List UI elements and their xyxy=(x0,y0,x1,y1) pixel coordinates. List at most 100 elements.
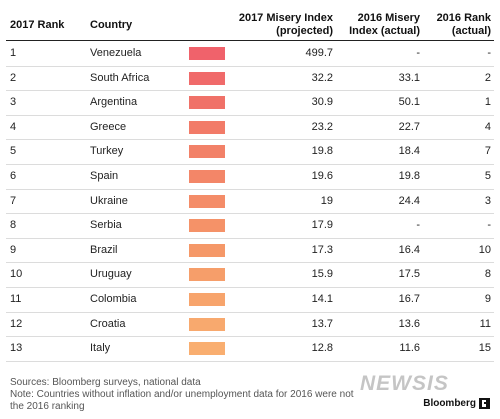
header-rank-2016-line1: 2016 Rank xyxy=(436,12,491,24)
rank-2016-cell: 2 xyxy=(484,71,491,84)
misery-bar xyxy=(189,120,225,134)
rank-2016-cell: 3 xyxy=(484,194,491,207)
table-row: 1 Venezuela 499.7 - - xyxy=(6,41,494,67)
footer-note-line1: Note: Countries without inflation and/or… xyxy=(10,389,354,400)
table-row: 2 South Africa 32.2 33.1 2 xyxy=(6,66,494,92)
header-country: Country xyxy=(90,19,133,31)
misery-2016-cell: - xyxy=(416,47,420,59)
table-row: 5 Turkey 19.8 18.4 7 xyxy=(6,139,494,165)
table-row: 4 Greece 23.2 22.7 4 xyxy=(6,115,494,141)
misery-bar xyxy=(189,47,225,60)
misery-bar xyxy=(189,219,225,233)
header-misery-2017-line1: 2017 Misery Index xyxy=(238,12,333,24)
bloomberg-logo-icon xyxy=(479,398,490,409)
rank-2016-cell: 11 xyxy=(479,317,491,330)
misery-2016-cell: 50.1 xyxy=(398,96,420,109)
rank-2017-cell: 11 xyxy=(10,293,22,305)
misery-2016-cell: 19.8 xyxy=(398,170,420,182)
rank-2017-cell: 2 xyxy=(10,71,17,84)
table-row: 9 Brazil 17.3 16.4 10 xyxy=(6,238,494,264)
misery-2016-cell: 16.7 xyxy=(398,293,420,305)
misery-2016-cell: 18.4 xyxy=(398,145,420,158)
table-row: 12 Croatia 13.7 13.6 11 xyxy=(6,312,494,338)
brand-label: Bloomberg xyxy=(423,398,476,409)
misery-2017-cell: 17.3 xyxy=(311,243,333,256)
misery-bar xyxy=(189,145,225,159)
rank-2016-cell: 7 xyxy=(484,145,491,158)
misery-bar xyxy=(189,268,225,282)
misery-bar xyxy=(189,293,225,306)
rank-2016-cell: 15 xyxy=(478,342,491,355)
rank-2016-cell: 9 xyxy=(484,293,491,305)
country-cell: Venezuela xyxy=(90,47,142,59)
misery-2016-cell: 16.4 xyxy=(398,243,420,256)
header-misery-2016: 2016 Misery Index (actual) xyxy=(349,12,420,38)
rank-2016-cell: - xyxy=(487,219,491,232)
table-row: 8 Serbia 17.9 - - xyxy=(6,213,494,239)
misery-2017-cell: 32.2 xyxy=(311,71,333,84)
misery-bar xyxy=(189,194,225,208)
misery-2017-cell: 499.7 xyxy=(305,47,333,59)
rank-2017-cell: 4 xyxy=(10,120,17,133)
country-cell: Greece xyxy=(90,120,127,133)
rank-2016-cell: 4 xyxy=(484,120,491,133)
header-rule xyxy=(6,40,494,41)
rank-2017-cell: 13 xyxy=(10,342,23,355)
country-cell: Croatia xyxy=(90,317,126,330)
misery-2017-cell: 19.8 xyxy=(311,145,333,158)
misery-2016-cell: 33.1 xyxy=(398,71,420,84)
misery-bar xyxy=(189,342,225,356)
misery-2017-cell: 19 xyxy=(320,194,333,207)
rank-2016-cell: 8 xyxy=(484,268,491,281)
rank-2017-cell: 9 xyxy=(10,243,17,256)
misery-2016-cell: - xyxy=(416,219,420,232)
misery-bar xyxy=(189,71,225,85)
table-row: 6 Spain 19.6 19.8 5 xyxy=(6,164,494,190)
country-cell: Ukraine xyxy=(90,194,128,207)
header-misery-2016-line2: Index (actual) xyxy=(349,25,420,37)
country-cell: Italy xyxy=(90,342,111,355)
misery-bar xyxy=(189,170,225,183)
rank-2017-cell: 3 xyxy=(10,96,17,109)
table-row: 10 Uruguay 15.9 17.5 8 xyxy=(6,262,494,288)
country-cell: Colombia xyxy=(90,293,137,305)
misery-2016-cell: 13.6 xyxy=(398,317,420,330)
misery-2016-cell: 22.7 xyxy=(398,120,420,133)
misery-2017-cell: 12.8 xyxy=(311,342,333,355)
table-row: 11 Colombia 14.1 16.7 9 xyxy=(6,287,494,313)
country-cell: Serbia xyxy=(90,219,122,232)
misery-2017-cell: 14.1 xyxy=(311,293,333,305)
misery-2017-cell: 23.2 xyxy=(311,120,333,133)
header-misery-2017-line2: (projected) xyxy=(276,25,333,37)
country-cell: South Africa xyxy=(90,71,150,84)
rank-2016-cell: 1 xyxy=(484,96,491,109)
misery-bar xyxy=(189,317,225,331)
misery-2017-cell: 17.9 xyxy=(311,219,333,232)
rank-2017-cell: 5 xyxy=(10,145,17,158)
table-row: 3 Argentina 30.9 50.1 1 xyxy=(6,90,494,116)
rank-2017-cell: 6 xyxy=(10,170,17,182)
table-row: 7 Ukraine 19 24.4 3 xyxy=(6,189,494,215)
misery-2016-cell: 24.4 xyxy=(398,194,420,207)
country-cell: Brazil xyxy=(90,243,118,256)
rank-2017-cell: 10 xyxy=(10,268,23,281)
country-cell: Turkey xyxy=(90,145,124,158)
country-cell: Spain xyxy=(90,170,119,182)
rank-2016-cell: 5 xyxy=(484,170,491,182)
header-rank-2016: 2016 Rank (actual) xyxy=(437,12,491,38)
country-cell: Uruguay xyxy=(90,268,132,281)
watermark-logo: NEWSIS xyxy=(360,372,449,395)
header-rank-2016-line2: (actual) xyxy=(451,25,491,37)
misery-2016-cell: 11.6 xyxy=(399,342,420,355)
header-misery-2017: 2017 Misery Index (projected) xyxy=(239,12,333,38)
rank-2017-cell: 1 xyxy=(10,47,17,59)
rank-2016-cell: - xyxy=(487,47,491,59)
country-cell: Argentina xyxy=(90,96,138,109)
misery-2017-cell: 15.9 xyxy=(311,268,333,281)
misery-2016-cell: 17.5 xyxy=(398,268,420,281)
rank-2017-cell: 7 xyxy=(10,194,17,207)
misery-2017-cell: 13.7 xyxy=(311,317,333,330)
rank-2017-cell: 8 xyxy=(10,219,17,232)
footer-note-line2: the 2016 ranking xyxy=(10,401,85,412)
rank-2016-cell: 10 xyxy=(478,243,491,256)
